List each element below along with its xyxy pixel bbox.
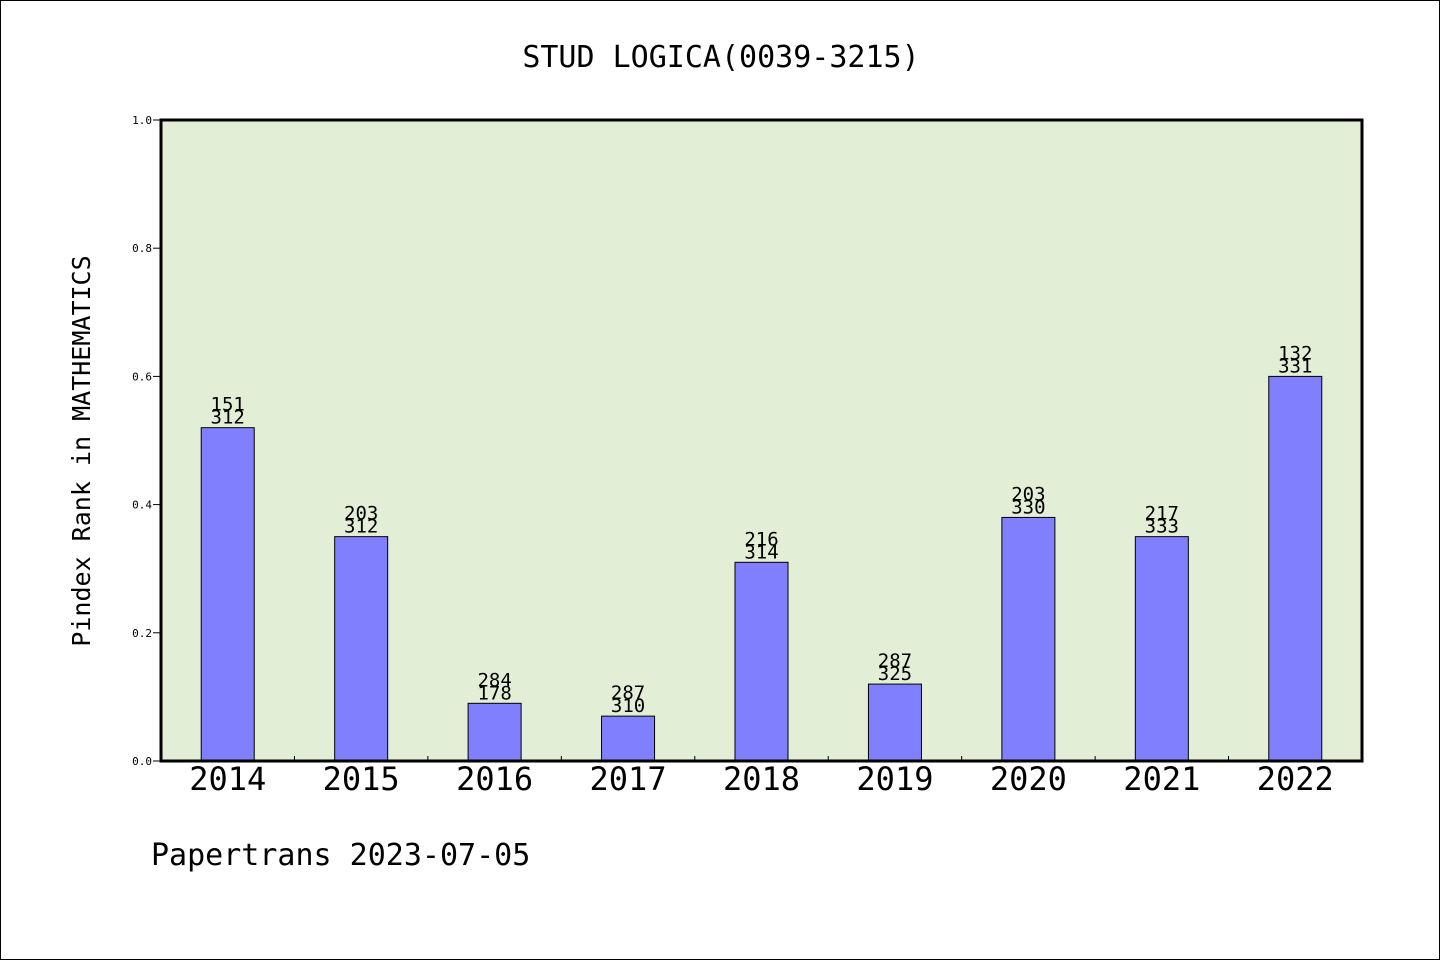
bar-label-top-2019: 287 xyxy=(878,650,912,672)
y-tick-label-0.4: 0.4 xyxy=(132,499,152,512)
bar-2019 xyxy=(867,683,922,762)
x-axis: 2014 2015 2016 2017 2018 2019 2020 2021 2022 xyxy=(189,756,1334,798)
x-tick-label-2022: 2022 xyxy=(1257,760,1334,798)
y-tick-label-0.2: 0.2 xyxy=(132,627,152,640)
bar-label-bottom-2014: 312 xyxy=(211,407,245,429)
bar-label-bottom-2021: 333 xyxy=(1145,516,1179,538)
plot-frame xyxy=(159,118,1364,763)
bar-label-top-2018: 216 xyxy=(744,528,778,550)
bar-label-bottom-2015: 312 xyxy=(344,516,378,538)
bar-2022 xyxy=(1268,375,1323,762)
y-tick-label-0.0: 0.0 xyxy=(132,755,152,768)
bar-label-top-2020: 203 xyxy=(1011,483,1045,505)
chart-title: STUD LOGICA(0039-3215) xyxy=(522,40,919,75)
x-tick-label-2021: 2021 xyxy=(1123,760,1200,798)
bar-label-bottom-2018: 314 xyxy=(744,541,778,563)
bar-label-top-2016: 284 xyxy=(477,669,511,691)
bar-2016 xyxy=(467,702,522,762)
y-axis-label: Pindex Rank in MATHEMATICS xyxy=(67,255,96,646)
x-tick-label-2018: 2018 xyxy=(723,760,800,798)
x-tick-label-2015: 2015 xyxy=(323,760,400,798)
bar-2017 xyxy=(601,715,656,762)
bar-label-top-2015: 203 xyxy=(344,503,378,525)
y-tick-label-1.0: 1.0 xyxy=(132,114,152,127)
bar-2020 xyxy=(1001,516,1056,762)
bar-label-top-2014: 151 xyxy=(211,394,245,416)
y-tick-label-0.8: 0.8 xyxy=(132,242,152,255)
bar-label-top-2017: 287 xyxy=(611,682,645,704)
bar-label-bottom-2020: 330 xyxy=(1011,496,1045,518)
y-tick-label-0.6: 0.6 xyxy=(132,370,152,383)
bar-label-bottom-2019: 325 xyxy=(878,663,912,685)
x-tick-label-2019: 2019 xyxy=(856,760,933,798)
x-tick-label-2020: 2020 xyxy=(990,760,1067,798)
bar-2015 xyxy=(334,536,389,762)
x-tick-label-2016: 2016 xyxy=(456,760,533,798)
bar-2014 xyxy=(200,427,255,762)
bar-label-bottom-2022: 331 xyxy=(1278,355,1312,377)
bar-2021 xyxy=(1134,536,1189,762)
bar-series xyxy=(200,375,1323,762)
x-tick-label-2017: 2017 xyxy=(590,760,667,798)
bar-label-bottom-2017: 310 xyxy=(611,695,645,717)
x-tick-label-2014: 2014 xyxy=(189,760,266,798)
bar-label-top-2021: 217 xyxy=(1145,503,1179,525)
bar-label-top-2022: 132 xyxy=(1278,342,1312,364)
bar-2018 xyxy=(734,561,789,762)
footer-text: Papertrans 2023-07-05 xyxy=(151,838,530,873)
y-axis: 0.0 0.2 0.4 0.6 0.8 1.0 xyxy=(132,114,161,768)
bar-label-bottom-2016: 178 xyxy=(477,682,511,704)
